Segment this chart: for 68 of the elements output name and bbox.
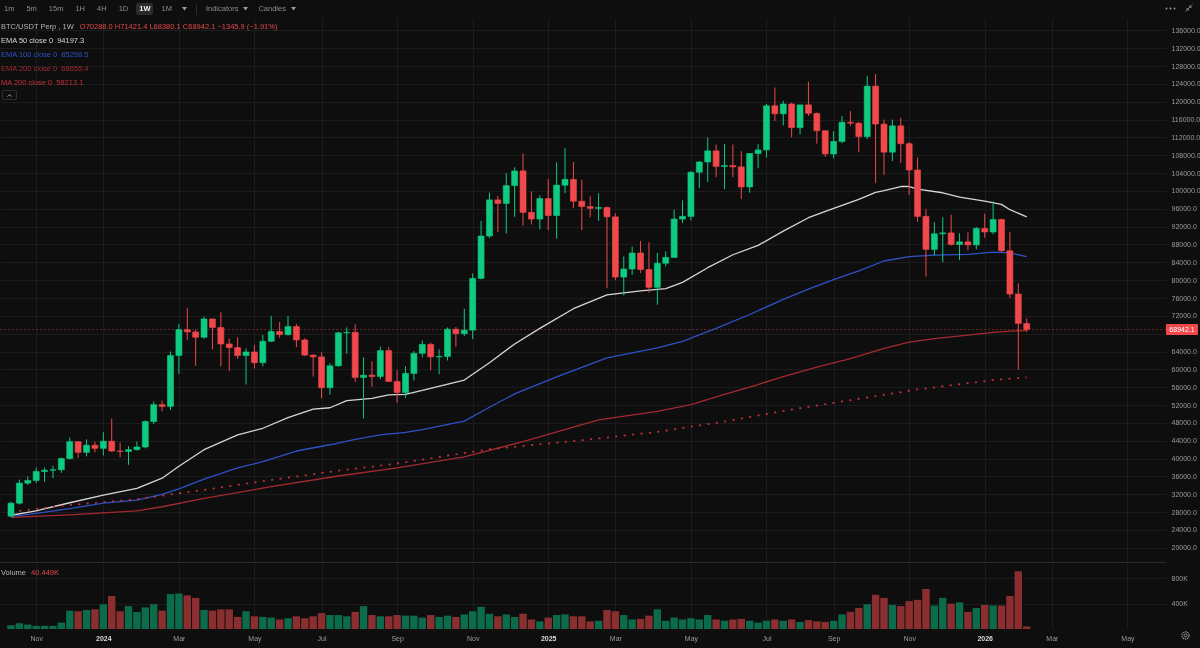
candlestick bbox=[771, 86, 779, 122]
candlestick bbox=[712, 144, 720, 178]
bar bbox=[99, 604, 108, 629]
bar bbox=[771, 619, 779, 629]
candlestick bbox=[544, 178, 552, 231]
candlestick bbox=[100, 431, 107, 456]
bar bbox=[888, 604, 897, 629]
bar bbox=[981, 604, 989, 629]
candlestick bbox=[620, 256, 628, 296]
candlestick bbox=[897, 117, 905, 164]
bar bbox=[594, 620, 603, 629]
bar bbox=[200, 609, 208, 629]
bar bbox=[74, 611, 82, 629]
candlestick bbox=[595, 192, 602, 222]
candlestick bbox=[779, 100, 787, 126]
bar bbox=[947, 603, 955, 629]
bar bbox=[368, 615, 376, 629]
candlestick bbox=[251, 344, 258, 369]
candlestick bbox=[796, 104, 804, 135]
bar bbox=[989, 605, 997, 629]
bar bbox=[82, 609, 91, 629]
candlestick bbox=[628, 246, 636, 276]
candlestick bbox=[242, 347, 250, 386]
candlestick bbox=[427, 342, 435, 371]
bar bbox=[250, 616, 259, 629]
bar bbox=[712, 619, 720, 629]
candlestick bbox=[536, 194, 544, 230]
candlestick bbox=[91, 441, 99, 453]
candlestick bbox=[586, 195, 594, 218]
bar bbox=[427, 615, 435, 629]
bar bbox=[720, 620, 729, 629]
candlestick bbox=[788, 102, 795, 138]
candlestick bbox=[267, 315, 275, 343]
candlestick bbox=[973, 226, 980, 250]
candlestick bbox=[821, 129, 829, 158]
bar bbox=[452, 616, 460, 629]
candlestick bbox=[981, 213, 989, 239]
candlestick bbox=[956, 232, 963, 261]
bar bbox=[275, 619, 284, 629]
candlestick bbox=[964, 231, 972, 251]
bar bbox=[284, 618, 292, 629]
candlestick bbox=[368, 360, 376, 388]
bar bbox=[351, 611, 359, 629]
candlestick bbox=[360, 356, 367, 419]
candlestick bbox=[200, 316, 208, 340]
candlestick bbox=[947, 214, 955, 246]
candlestick bbox=[494, 195, 502, 233]
bar bbox=[536, 621, 544, 629]
bar bbox=[91, 609, 99, 629]
bar bbox=[158, 610, 166, 629]
bar bbox=[242, 611, 250, 629]
line-series bbox=[18, 376, 1028, 512]
bar bbox=[863, 604, 871, 629]
bar bbox=[972, 608, 981, 629]
candlestick bbox=[259, 334, 267, 367]
bar bbox=[544, 617, 552, 629]
bar bbox=[787, 619, 796, 629]
bar bbox=[494, 616, 502, 629]
bar bbox=[964, 611, 972, 629]
bar bbox=[955, 602, 964, 629]
candlestick bbox=[989, 200, 997, 235]
candlestick bbox=[158, 400, 166, 412]
bar bbox=[359, 606, 368, 629]
candlestick bbox=[721, 143, 728, 190]
bar bbox=[779, 620, 787, 629]
bar bbox=[796, 622, 804, 629]
bar bbox=[376, 616, 385, 629]
candlestick bbox=[452, 326, 460, 348]
